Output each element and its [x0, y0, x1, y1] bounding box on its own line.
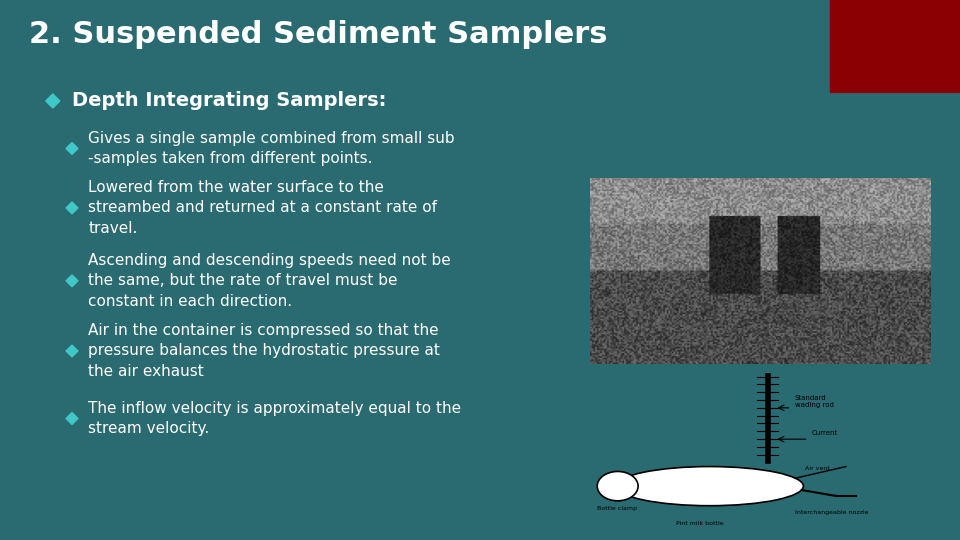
Text: Depth Integrating Samplers:: Depth Integrating Samplers: — [72, 91, 386, 111]
Text: Standard
wading rod: Standard wading rod — [795, 395, 833, 408]
Text: 2. Suspended Sediment Samplers: 2. Suspended Sediment Samplers — [29, 19, 608, 49]
Text: Air in the container is compressed so that the
pressure balances the hydrostatic: Air in the container is compressed so th… — [88, 323, 441, 379]
Text: Ascending and descending speeds need not be
the same, but the rate of travel mus: Ascending and descending speeds need not… — [88, 253, 451, 309]
Text: Bottle clamp: Bottle clamp — [597, 505, 637, 511]
Text: The inflow velocity is approximately equal to the
stream velocity.: The inflow velocity is approximately equ… — [88, 401, 462, 436]
Ellipse shape — [616, 467, 804, 505]
Text: Current: Current — [812, 430, 838, 436]
Polygon shape — [66, 143, 78, 154]
Polygon shape — [66, 413, 78, 424]
Polygon shape — [66, 202, 78, 214]
Text: Lowered from the water surface to the
streambed and returned at a constant rate : Lowered from the water surface to the st… — [88, 180, 438, 236]
Text: Air vent: Air vent — [805, 467, 829, 471]
Ellipse shape — [597, 471, 638, 501]
Polygon shape — [66, 275, 78, 287]
Polygon shape — [46, 94, 60, 108]
Text: Gives a single sample combined from small sub
-samples taken from different poin: Gives a single sample combined from smal… — [88, 131, 455, 166]
Bar — [830, 0, 960, 92]
Polygon shape — [66, 345, 78, 357]
Text: Interchangeable nozzle: Interchangeable nozzle — [795, 510, 869, 515]
Text: Pint milk bottle: Pint milk bottle — [676, 521, 723, 526]
